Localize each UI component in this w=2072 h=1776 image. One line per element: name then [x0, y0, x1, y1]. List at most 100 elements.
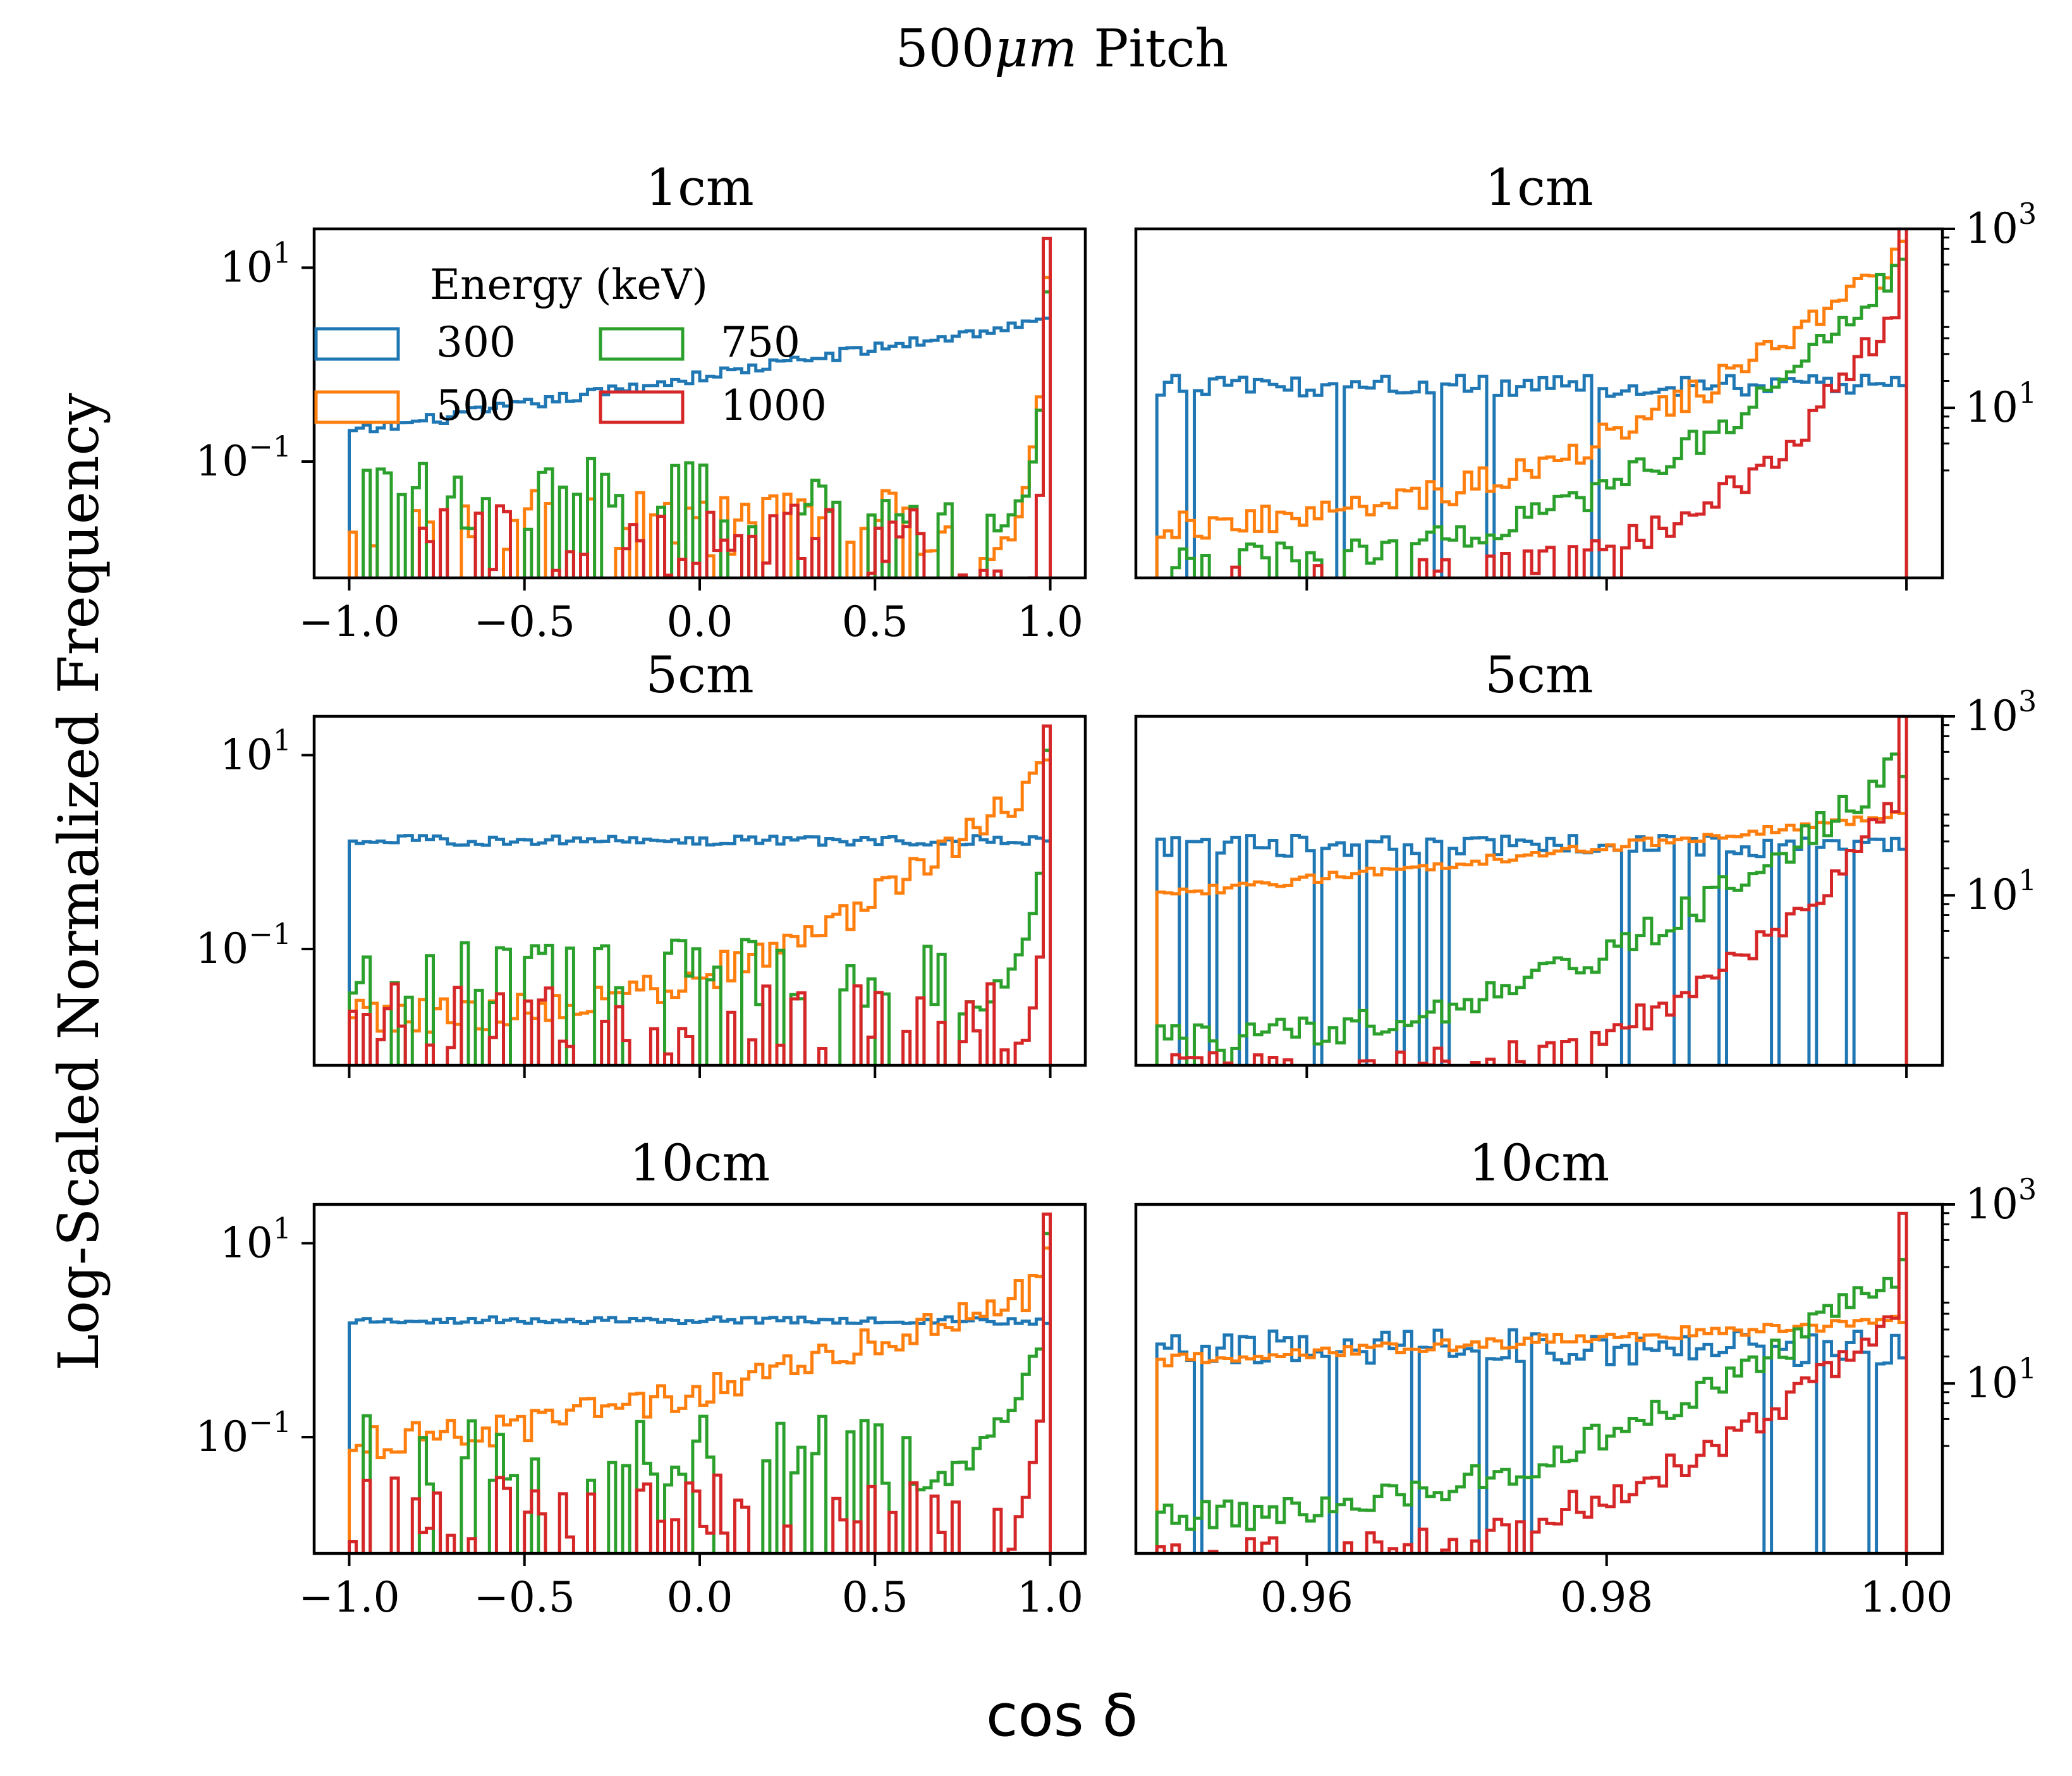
y-tick-label: 101: [220, 723, 291, 779]
y-tick-base: 10: [1965, 871, 2018, 919]
subplot-title: 1cm: [645, 158, 754, 217]
y-tick-base: 10: [1965, 1180, 2018, 1228]
x-tick-label: 0.5: [842, 1573, 908, 1622]
x-tick-label: 1.0: [1017, 1573, 1083, 1622]
y-tick-label: 103: [1965, 1172, 2037, 1228]
legend-swatch-1000: [599, 390, 685, 424]
series-group: [1155, 1211, 1908, 1553]
x-tick-label: 1.00: [1860, 1573, 1953, 1622]
y-tick-base: 10: [1965, 1359, 2018, 1407]
x-tick-label: −1.0: [298, 1573, 399, 1622]
series-500-energy: [348, 1246, 1052, 1553]
y-tick-base: 10: [220, 1218, 273, 1267]
y-tick-exponent: 3: [2018, 684, 2037, 718]
y-tick-exponent: 1: [273, 1211, 291, 1245]
legend-swatch-750: [599, 327, 685, 361]
subplot-title: 1cm: [1485, 158, 1594, 217]
y-tick-label: 103: [1965, 684, 2037, 740]
series-group: [348, 724, 1052, 1065]
y-tick-label: 10−1: [195, 429, 291, 486]
y-tick-base: 10: [195, 1412, 248, 1461]
series-group: [1155, 716, 1908, 1065]
subplot-title: 10cm: [630, 1134, 770, 1192]
x-tick-label: 1.0: [1017, 597, 1083, 646]
legend-swatch-500: [314, 390, 400, 424]
subplot-title: 5cm: [645, 646, 754, 704]
y-tick-label: 101: [220, 235, 291, 291]
y-tick-label: 101: [1965, 376, 2037, 432]
suptitle-unit: μm: [994, 19, 1077, 79]
y-tick-exponent: 3: [2018, 1172, 2037, 1206]
series-500-energy: [1155, 811, 1908, 1065]
subplot-title: 10cm: [1469, 1134, 1609, 1192]
y-tick-exponent: 1: [2018, 863, 2037, 897]
series-1000-energy: [348, 724, 1052, 1065]
x-tick-label: −1.0: [298, 597, 399, 646]
legend-label-300: 300: [436, 318, 516, 367]
series-300-energy: [1155, 374, 1908, 578]
y-tick-base: 10: [220, 243, 273, 291]
y-tick-base: 10: [195, 924, 248, 973]
x-axis-label: cos δ: [986, 1682, 1138, 1749]
y-tick-base: 10: [1965, 692, 2018, 740]
y-tick-exponent: 1: [2018, 1351, 2037, 1385]
series-1000-energy: [1155, 1211, 1908, 1553]
series-300-energy: [1155, 1328, 1908, 1553]
x-tick-label: −0.5: [474, 1573, 575, 1622]
y-tick-exponent: −1: [248, 1405, 291, 1439]
y-tick-label: 101: [220, 1211, 291, 1267]
series-500-energy: [1155, 1314, 1908, 1553]
x-tick-label: 0.0: [667, 1573, 733, 1622]
legend-label-1000: 1000: [721, 381, 827, 430]
axes-frame: [1134, 227, 1944, 580]
y-tick-label: 10−1: [195, 1405, 291, 1461]
suptitle-tail: Pitch: [1077, 19, 1228, 79]
series-group: [348, 236, 1052, 578]
legend-label-500: 500: [436, 381, 516, 430]
subplot-title: 5cm: [1485, 646, 1594, 704]
y-tick-exponent: 3: [2018, 197, 2037, 231]
y-tick-label: 101: [1965, 863, 2037, 919]
series-1000-energy: [1170, 716, 1908, 1065]
x-tick-label: −0.5: [474, 597, 575, 646]
x-tick-label: 0.5: [842, 597, 908, 646]
y-tick-base: 10: [1965, 204, 2018, 253]
y-tick-base: 10: [1965, 383, 2018, 432]
series-300-energy: [1155, 834, 1908, 1065]
y-tick-exponent: −1: [248, 917, 291, 951]
suptitle-value: 500: [896, 19, 995, 79]
y-tick-exponent: 1: [273, 235, 291, 269]
legend-swatch-300: [314, 327, 400, 361]
x-tick-label: 0.98: [1560, 1573, 1653, 1622]
y-axis-label: Log-Scaled Normalized Frequency: [46, 393, 111, 1371]
legend: Energy (keV) 300 500 750 1000: [314, 260, 827, 430]
series-300-energy: [348, 834, 1052, 1065]
series-750-energy: [1170, 257, 1908, 578]
series-300-energy: [348, 316, 1052, 578]
y-tick-exponent: −1: [248, 429, 291, 463]
y-tick-label: 101: [1965, 1351, 2037, 1407]
y-tick-exponent: 1: [273, 723, 291, 757]
series-1000-energy: [1230, 229, 1908, 578]
series-750-energy: [362, 290, 1052, 578]
legend-label-750: 750: [721, 318, 800, 367]
y-tick-exponent: 1: [2018, 376, 2037, 410]
axes-frame: [1134, 714, 1944, 1067]
y-tick-label: 103: [1965, 197, 2037, 253]
y-tick-label: 10−1: [195, 917, 291, 973]
legend-title: Energy (keV): [430, 260, 708, 309]
y-tick-base: 10: [220, 730, 273, 779]
series-group: [1155, 229, 1908, 578]
x-tick-label: 0.0: [667, 597, 733, 646]
series-500-energy: [1155, 240, 1908, 578]
series-750-energy: [1155, 752, 1908, 1065]
series-750-energy: [362, 1232, 1052, 1553]
